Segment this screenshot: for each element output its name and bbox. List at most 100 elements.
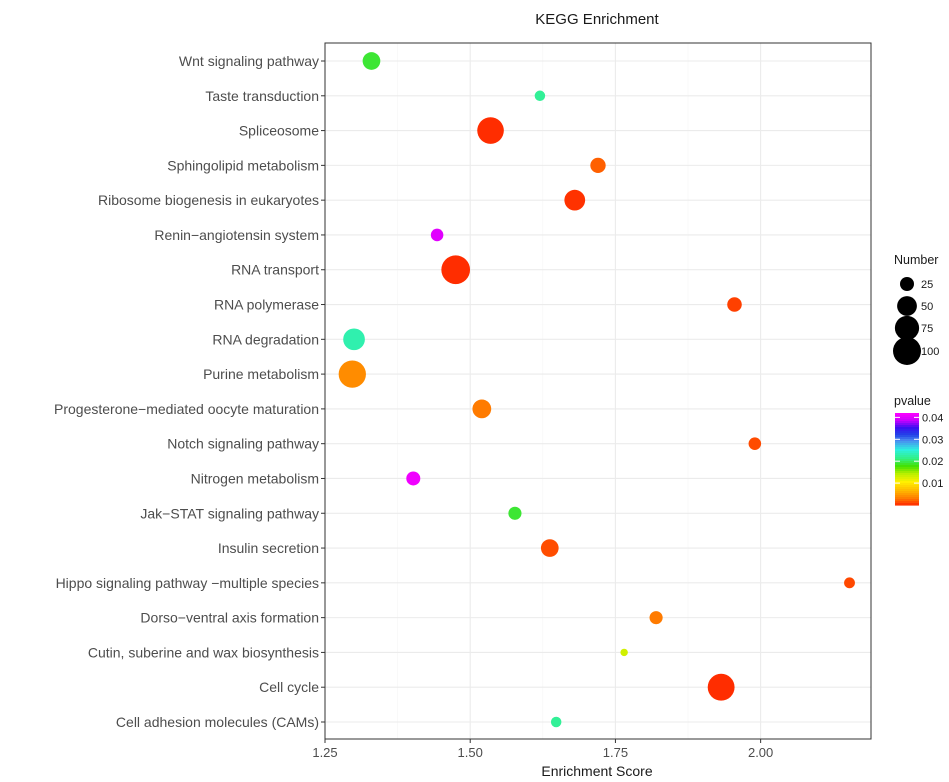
y-tick-label: Hippo signaling pathway −multiple specie…: [56, 575, 319, 591]
y-tick-label: Cell cycle: [259, 679, 319, 695]
color-legend-band: [895, 479, 919, 482]
y-tick-label: RNA transport: [231, 262, 319, 278]
data-point: [707, 673, 735, 701]
color-legend-band: [895, 485, 919, 488]
y-tick-label: RNA degradation: [212, 331, 319, 347]
color-legend-band: [895, 425, 919, 428]
x-axis-ticks: 1.25 1.50 1.75 2.00: [312, 739, 773, 760]
data-point: [550, 716, 562, 728]
color-legend-band: [895, 467, 919, 470]
color-legend-band: [895, 447, 919, 450]
color-legend-band: [895, 437, 919, 440]
color-legend-band: [895, 497, 919, 500]
y-tick-label: Spliceosome: [239, 123, 319, 139]
color-legend-band: [895, 455, 919, 458]
color-legend-band: [895, 471, 919, 474]
chart-title: KEGG Enrichment: [535, 11, 659, 28]
data-point: [472, 399, 492, 419]
color-legend-band: [895, 463, 919, 466]
data-point: [477, 117, 504, 144]
color-legend-band: [895, 413, 919, 416]
color-legend-band: [895, 465, 919, 468]
color-legend-band: [895, 443, 919, 446]
y-tick-label: Ribosome biogenesis in eukaryotes: [98, 192, 319, 208]
color-legend-band: [895, 429, 919, 432]
color-legend-band: [895, 473, 919, 476]
color-legend-label: 0.02: [922, 456, 943, 468]
y-tick-label: Notch signaling pathway: [167, 436, 319, 452]
y-tick-label: Jak−STAT signaling pathway: [140, 505, 319, 521]
color-legend-band: [895, 415, 919, 418]
data-point: [430, 228, 444, 242]
data-point: [649, 611, 663, 625]
color-legend-band: [895, 431, 919, 434]
color-legend-band: [895, 435, 919, 438]
color-legend-band: [895, 445, 919, 448]
data-point: [564, 189, 586, 211]
size-legend-key: [897, 296, 917, 316]
y-tick-label: Dorso−ventral axis formation: [140, 610, 319, 626]
color-legend-band: [895, 421, 919, 424]
size-legend: Number 25 50 75 100: [893, 253, 939, 365]
data-point: [508, 506, 522, 520]
size-legend-label: 75: [921, 323, 933, 335]
size-legend-label: 25: [921, 279, 933, 291]
data-point: [590, 157, 606, 174]
color-legend-band: [895, 487, 919, 490]
y-tick-label: Nitrogen metabolism: [191, 470, 319, 486]
x-tick-label: 1.75: [603, 745, 628, 760]
data-point: [441, 255, 471, 285]
x-tick-label: 1.25: [312, 745, 337, 760]
color-legend-band: [895, 475, 919, 478]
y-tick-label: Insulin secretion: [218, 540, 319, 556]
x-axis-title: Enrichment Score: [541, 763, 652, 779]
size-legend-title: Number: [894, 253, 938, 267]
color-legend-band: [895, 461, 919, 464]
size-legend-label: 50: [921, 301, 933, 313]
y-axis-ticks: Wnt signaling pathway Taste transduction S…: [54, 53, 325, 730]
color-legend-band: [895, 489, 919, 492]
color-legend-label: 0.01: [922, 478, 943, 490]
color-legend-band: [895, 481, 919, 484]
y-tick-label: Renin−angiotensin system: [154, 227, 319, 243]
color-legend-band: [895, 449, 919, 452]
color-legend-band: [895, 477, 919, 480]
y-tick-label: RNA polymerase: [214, 297, 319, 313]
color-legend-band: [895, 439, 919, 442]
color-legend-band: [895, 419, 919, 422]
y-tick-label: Wnt signaling pathway: [179, 53, 319, 69]
color-legend-band: [895, 483, 919, 486]
data-point: [727, 297, 742, 312]
color-legend-band: [895, 417, 919, 420]
color-legend-label: 0.03: [922, 434, 943, 446]
color-legend-band: [895, 433, 919, 436]
data-point: [844, 577, 855, 589]
color-legend-band: [895, 495, 919, 498]
y-tick-label: Purine metabolism: [203, 366, 319, 382]
color-legend-band: [895, 503, 919, 506]
y-tick-label: Sphingolipid metabolism: [167, 157, 319, 173]
color-legend-band: [895, 499, 919, 502]
x-tick-label: 2.00: [748, 745, 773, 760]
data-point: [748, 437, 762, 450]
color-legend: pvalue 0.01 0.02 0.03 0.04: [894, 394, 943, 506]
color-legend-band: [895, 451, 919, 454]
color-legend-label: 0.04: [922, 412, 943, 424]
size-legend-key: [893, 337, 921, 365]
y-tick-label: Progesterone−mediated oocyte maturation: [54, 401, 319, 417]
plot-panel-background: [325, 43, 871, 739]
color-legend-band: [895, 491, 919, 494]
plot-panel-border: [324, 42, 872, 740]
color-legend-band: [895, 459, 919, 462]
data-point: [406, 471, 421, 486]
color-legend-band: [895, 469, 919, 472]
data-point: [362, 52, 381, 70]
data-point: [338, 360, 366, 388]
y-tick-label: Cutin, suberine and wax biosynthesis: [88, 644, 319, 660]
data-points: [338, 52, 855, 728]
data-point: [534, 90, 546, 102]
color-legend-title: pvalue: [894, 394, 931, 408]
color-legend-band: [895, 501, 919, 504]
color-legend-band: [895, 441, 919, 444]
